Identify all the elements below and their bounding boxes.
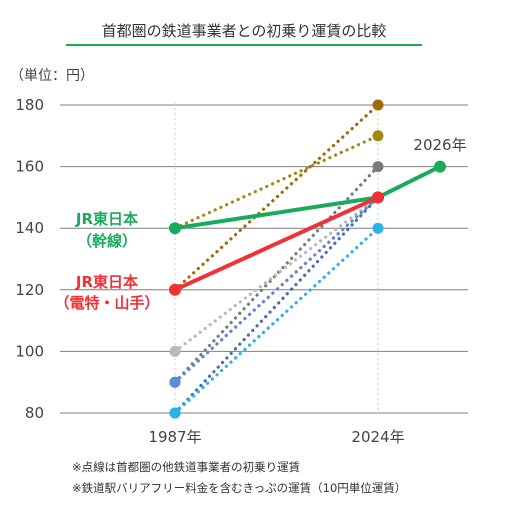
- note-1: ※点線は首都圏の他鉄道事業者の初乗り運賃: [72, 460, 300, 474]
- y-tick-label: 100: [15, 342, 44, 360]
- label-jr-yamanote-line2: （電特・山手）: [54, 294, 159, 312]
- data-point: [372, 191, 384, 204]
- y-tick-label: 120: [15, 281, 44, 299]
- x-tick-label: 2024年: [351, 428, 404, 446]
- series-line-dotted: [173, 195, 380, 353]
- data-point: [372, 161, 384, 173]
- data-point: [372, 99, 384, 111]
- series-line-dotted: [173, 103, 380, 292]
- x-tick-label: 1987年: [148, 428, 201, 446]
- series-line-dotted: [173, 195, 380, 384]
- label-jr-trunk-line2: （幹線）: [77, 232, 137, 250]
- y-tick-label: 140: [15, 219, 44, 237]
- data-point: [372, 222, 384, 234]
- y-axis: 180 160 140 120 100 80: [15, 96, 44, 422]
- series-line-dotted: [173, 226, 380, 415]
- y-tick-label: 80: [25, 404, 44, 422]
- gridlines: [60, 103, 468, 414]
- annotation-2026: 2026年: [413, 136, 466, 154]
- unit-label: （単位：円）: [10, 68, 94, 84]
- series-lines: [173, 103, 442, 415]
- data-point: [169, 407, 181, 419]
- x-axis: 1987年 2024年: [148, 428, 404, 446]
- data-point: [169, 222, 181, 235]
- data-point: [169, 376, 181, 388]
- series-line-dotted: [173, 195, 380, 415]
- label-jr-trunk-line1: JR東日本: [75, 210, 138, 228]
- y-tick-label: 180: [15, 96, 44, 114]
- data-point: [169, 283, 181, 296]
- series-line-solid: [173, 164, 442, 231]
- data-point: [169, 345, 181, 357]
- label-jr-yamanote-line1: JR東日本: [75, 273, 138, 291]
- data-point: [372, 130, 384, 142]
- data-point: [434, 160, 446, 173]
- note-2: ※鉄道駅バリアフリー料金を含むきっぷの運賃（10円単位運賃）: [72, 481, 406, 495]
- chart-title: 首都圏の鉄道事業者との初乗り運賃の比較: [102, 22, 387, 40]
- series-line-solid: [173, 195, 380, 292]
- y-tick-label: 160: [15, 158, 44, 176]
- series-line-dotted: [173, 134, 380, 230]
- data-points: [169, 99, 446, 419]
